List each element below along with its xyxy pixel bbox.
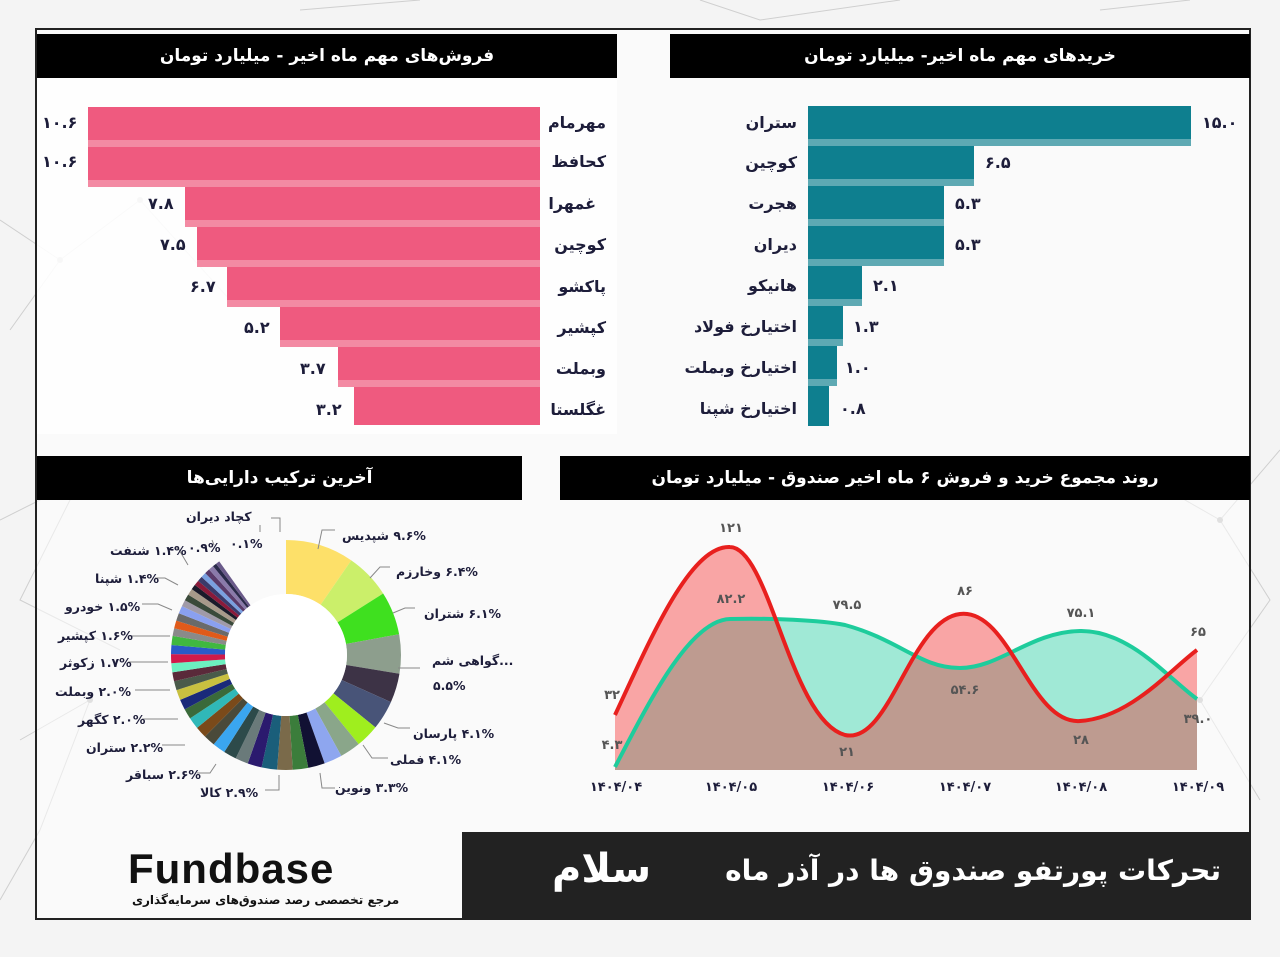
assets-title: آخرین ترکیب دارایی‌ها (37, 456, 522, 500)
buys-title: خریدهای مهم ماه اخیر- میلیارد تومان (670, 34, 1250, 78)
red-point-label: ۸۶ (957, 584, 973, 599)
buys-label: ستران (745, 113, 797, 132)
fundbase-logo: Fundbase (128, 845, 335, 892)
pie-label: ۲.۰% وبملت (55, 684, 132, 699)
buys-label: اختیارخ وبملت (684, 358, 797, 377)
sales-label: مهرمام (547, 113, 606, 132)
pie-label: ۱.۷% زکوثر (60, 655, 132, 670)
buys-value: ۰.۸ (840, 399, 866, 418)
pie-label: ۹.۶% شپدیس (342, 528, 426, 543)
trend-title: روند مجموع خرید و فروش ۶ ماه اخیر صندوق … (560, 456, 1250, 500)
buys-label: اختیارخ شپنا (699, 399, 797, 418)
pie-label: کچاد دیران (186, 509, 252, 524)
buys-value: ۲.۱ (873, 276, 899, 295)
green-point-label: ۳۹.۰ (1183, 712, 1213, 727)
pie-label: ۲.۲% ستران (86, 740, 164, 755)
footer-banner: تحرکات پورتفو صندوق ها در آذر ماه سلام (462, 832, 1251, 920)
buys-bar-shapes (808, 106, 1191, 426)
green-point-label: ۷۵.۱ (1066, 606, 1096, 621)
pie-label: ۴.۱% پارسان (413, 726, 495, 741)
x-axis-tick: ۱۴۰۴/۰۴ (589, 780, 643, 795)
x-axis-tick: ۱۴۰۴/۰۵ (704, 780, 758, 795)
buys-label: کوچین (745, 153, 797, 172)
pie-label: ۲.۶% سباقر (126, 767, 201, 782)
buys-label: هانیکو (748, 276, 797, 295)
sales-title: فروش‌های مهم ماه اخیر - میلیارد تومان (37, 34, 617, 78)
pie-label: ۴.۱% فملی (390, 752, 462, 767)
pie-label: ۲.۰% کگهر (78, 712, 146, 727)
red-series-line (613, 544, 1199, 738)
red-point-label: ۲۸ (1073, 733, 1089, 748)
pie-label: ۰.۱% (230, 536, 263, 551)
green-series-line (613, 616, 1199, 768)
pie-label: ۱.۶% کپشیر (58, 628, 133, 643)
x-axis-tick: ۱۴۰۴/۰۹ (1171, 780, 1225, 795)
sales-value: ۷.۸ (148, 194, 174, 213)
logo-subtitle: مرجع تخصصی رصد صندوق‌های سرمایه‌گذاری (132, 893, 400, 907)
green-point-label: ۵۴.۶ (950, 683, 980, 698)
buys-value: ۶.۵ (985, 153, 1011, 172)
sales-label: غگلستا (550, 400, 606, 419)
buys-value: ۱۵.۰ (1202, 113, 1238, 132)
sales-label: غمهرا (548, 194, 596, 213)
pie-label: ...گواهی شم (432, 653, 514, 668)
buys-label: اختیارخ فولاد (693, 317, 797, 336)
sales-label: کحافظ (551, 152, 606, 171)
sales-value: ۱۰.۶ (42, 152, 78, 171)
sales-value: ۳.۷ (300, 359, 326, 378)
red-point-label: ۶۵ (1190, 625, 1206, 640)
red-point-label: ۳۲ (604, 688, 620, 703)
pie-label: ۲.۹% کالا (200, 785, 259, 800)
sales-label: پاکشو (558, 277, 606, 296)
pie-label: ۰.۹% (188, 540, 221, 555)
x-axis-tick: ۱۴۰۴/۰۷ (938, 780, 992, 795)
buys-value: ۱.۰ (845, 358, 871, 377)
sales-value: ۵.۲ (244, 318, 270, 337)
buys-value: ۱.۳ (853, 317, 879, 336)
footer-title: تحرکات پورتفو صندوق ها در آذر ماه (725, 854, 1221, 887)
pie-label: ۶.۱% شتران (424, 606, 502, 621)
pie-label: ۱.۴% شنفت (110, 543, 187, 558)
buys-value: ۵.۳ (955, 194, 981, 213)
sales-value: ۱۰.۶ (42, 113, 78, 132)
x-axis-tick: ۱۴۰۴/۰۶ (821, 780, 875, 795)
assets-donut-chart (171, 540, 401, 770)
sales-bar-shapes (88, 107, 540, 425)
pie-label: ۵.۵% (433, 678, 466, 693)
sales-label: کوچین (554, 235, 606, 254)
sales-label: کپشیر (557, 318, 606, 337)
pie-label: ۶.۴% وخارزم (396, 564, 478, 579)
buys-value: ۵.۳ (955, 235, 981, 254)
green-point-label: ۸۲.۲ (716, 592, 746, 607)
red-point-label: ۱۲۱ (719, 521, 743, 536)
buys-label: دیران (753, 235, 797, 254)
sales-label: وبملت (555, 359, 606, 378)
footer-greeting: سلام (552, 846, 652, 892)
red-point-label: ۲۱ (839, 745, 855, 760)
sales-value: ۷.۵ (160, 235, 186, 254)
buys-label: هجرت (748, 194, 797, 213)
pie-label: ۱.۴% شپنا (95, 571, 160, 586)
sales-value: ۳.۲ (316, 400, 342, 419)
x-axis-tick: ۱۴۰۴/۰۸ (1054, 780, 1108, 795)
pie-label: ۳.۳% ونوین (335, 780, 409, 795)
green-point-label: ۷۹.۵ (832, 598, 862, 613)
pie-label: ۱.۵% خودرو (65, 599, 141, 614)
sales-value: ۶.۷ (190, 277, 216, 296)
green-point-label: ۴.۳ (601, 738, 623, 753)
